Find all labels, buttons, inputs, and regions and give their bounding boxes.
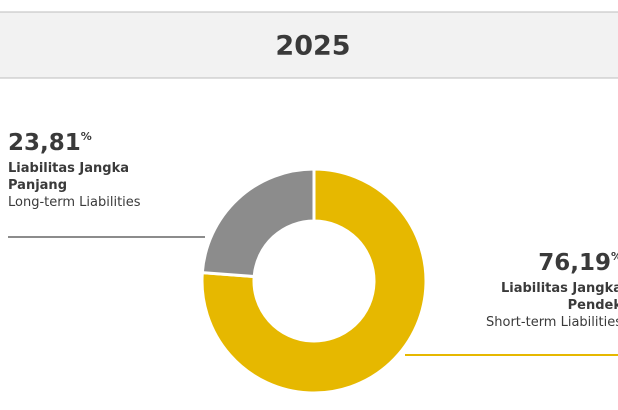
donut-slice xyxy=(200,167,428,395)
chart-title: 2025 xyxy=(275,31,350,62)
value-label: 76,19% xyxy=(538,250,618,276)
header-band xyxy=(0,12,618,78)
donut-slice xyxy=(200,167,316,279)
slice-label: 23,81% Liabilitas Jangka Panjang Long-te… xyxy=(8,122,168,211)
slice-label: 76,19% Liabilitas Jangka Pendek Short-te… xyxy=(432,242,618,331)
category-label: Liabilitas Jangka Panjang xyxy=(8,161,130,193)
category-label-en: Long-term Liabilities xyxy=(8,195,141,210)
category-label: Liabilitas Jangka Pendek xyxy=(500,281,618,313)
value-label: 23,81% xyxy=(8,130,92,156)
category-label-en: Short-term Liabilities xyxy=(486,315,618,330)
